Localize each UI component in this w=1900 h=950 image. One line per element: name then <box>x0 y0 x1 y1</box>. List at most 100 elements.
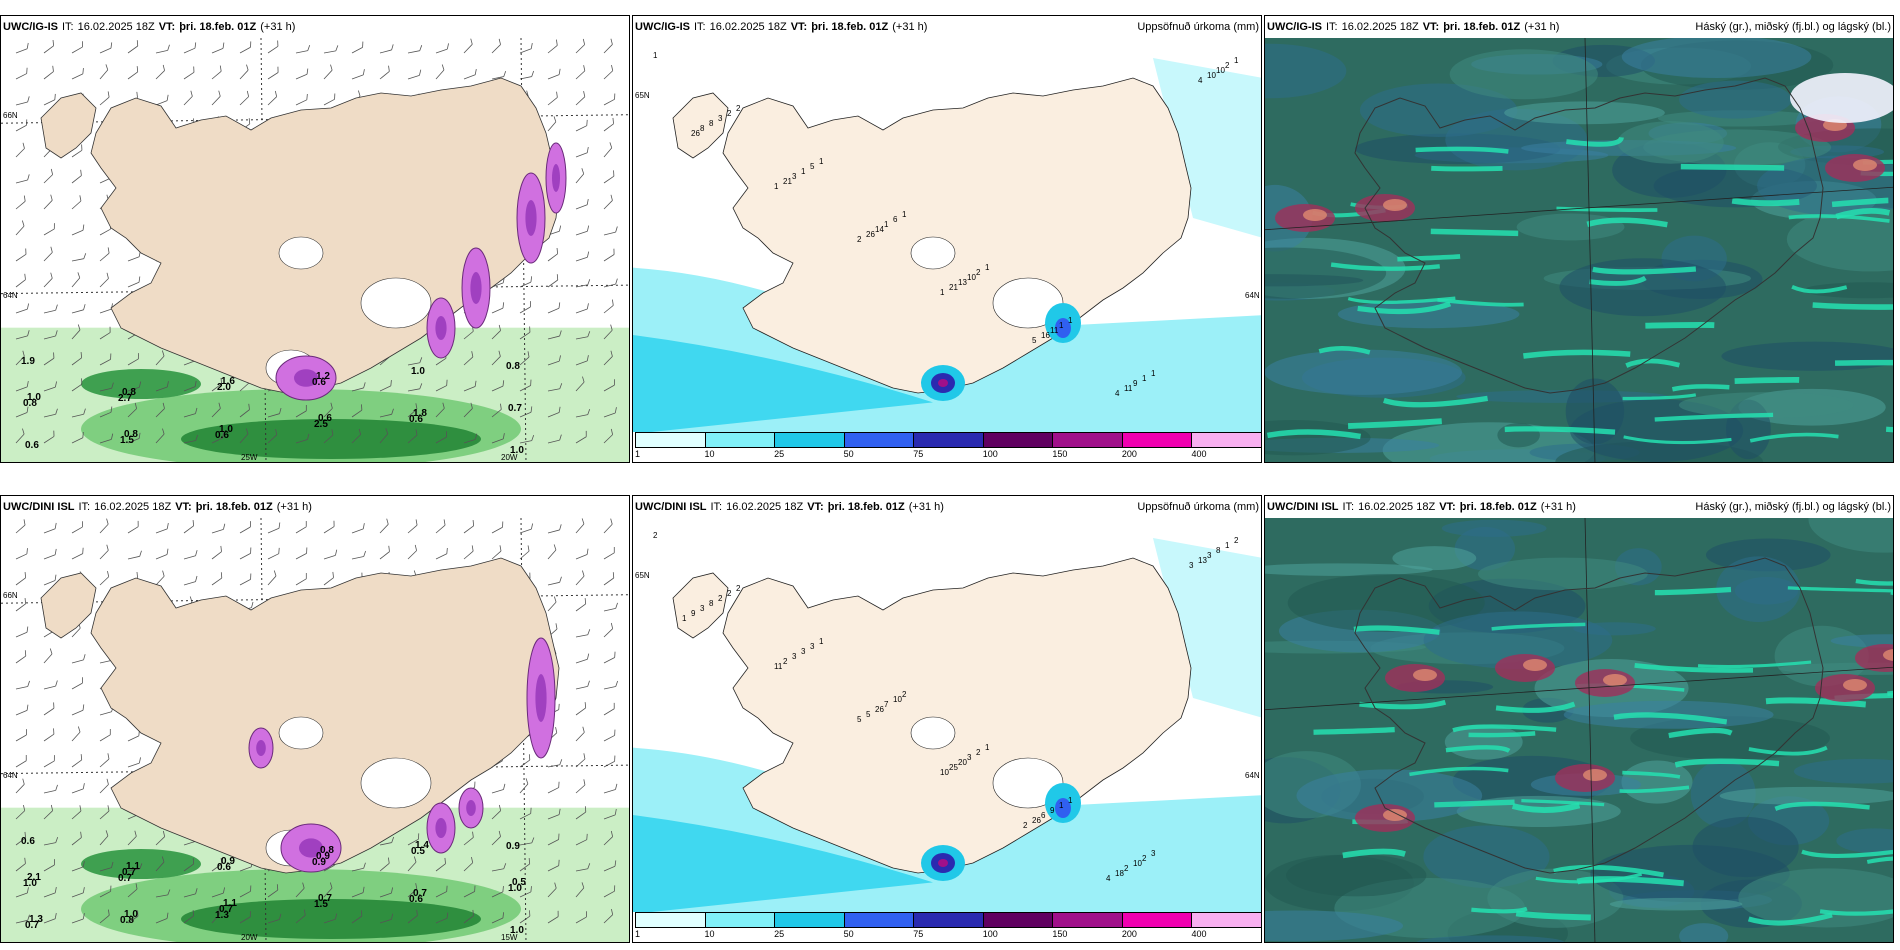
wind-maximum-core <box>535 674 547 722</box>
wind-barb <box>211 377 222 392</box>
wind-value-label: 2.5 <box>314 419 328 430</box>
precip-field-10-25 <box>633 335 933 434</box>
wind-barb <box>575 548 589 560</box>
wind-barb <box>211 887 225 898</box>
wind-barb <box>491 521 504 534</box>
wind-barb <box>575 753 586 768</box>
wind-barb <box>295 405 307 418</box>
wind-barb <box>407 909 418 924</box>
cloud-cell <box>1786 207 1893 272</box>
wind-barb <box>295 93 308 106</box>
wind-barb <box>267 547 280 560</box>
panel-product-title: Háský (gr.), miðský (fj.bl.) og lágský (… <box>1695 501 1891 513</box>
wind-barb <box>183 90 193 106</box>
wind-barb <box>407 519 418 534</box>
wind-barb <box>239 573 252 586</box>
precip-value-label: 10 <box>1216 66 1225 75</box>
wind-barb <box>127 381 142 392</box>
wind-barb <box>43 65 54 80</box>
panel-product-title: Uppsöfnuð úrkoma (mm) <box>1137 21 1259 33</box>
lead-time: (+31 h) <box>1540 501 1576 513</box>
wind-barb <box>183 66 195 80</box>
low-cloud-band <box>1437 297 1524 307</box>
wind-barb <box>519 858 531 872</box>
wind-barb <box>547 39 558 54</box>
wind-barb <box>435 379 448 392</box>
wind-barb <box>351 69 365 80</box>
wind-barb <box>519 837 535 846</box>
wind-barb <box>239 403 250 418</box>
wind-barb <box>463 885 476 898</box>
wind-barb <box>183 575 198 586</box>
wind-barb <box>463 545 474 560</box>
wind-barb <box>71 272 81 288</box>
wind-barb <box>491 350 501 366</box>
wind-barb <box>71 754 83 768</box>
wind-barb <box>15 548 28 560</box>
precip-value-label: 9 <box>1050 806 1055 815</box>
wind-barb <box>575 168 585 184</box>
precip-value-label: 6 <box>893 215 898 224</box>
wind-barb <box>407 383 423 392</box>
wind-barb <box>323 882 333 898</box>
wind-barb <box>211 908 221 924</box>
wind-barb <box>71 887 85 898</box>
wind-value-label: 2.0 <box>217 382 231 393</box>
wind-barb <box>15 67 28 80</box>
precip-value-label: 2 <box>1234 536 1239 545</box>
wind-barb <box>323 93 336 106</box>
precip-value-label: 8 <box>700 124 705 133</box>
map-canvas <box>1265 518 1893 942</box>
low-cloud-band <box>1654 586 1732 596</box>
precip-value-label: 14 <box>875 225 884 234</box>
colorbar-swatch <box>1191 432 1261 448</box>
colorbar-swatch <box>635 432 706 448</box>
colorbar-tick: 400 <box>1191 929 1207 939</box>
wind-barb <box>99 778 109 794</box>
wind-value-label: 1.0 <box>510 925 524 936</box>
low-cloud-band <box>1787 586 1893 593</box>
wind-barb <box>295 433 310 444</box>
wind-barb <box>99 544 109 560</box>
precip-value-label: 11 <box>1124 384 1133 393</box>
wind-barb <box>575 65 586 80</box>
wind-barb <box>603 142 613 158</box>
precip-value-label: 1 <box>1059 321 1064 330</box>
low-cloud-band <box>1855 578 1893 586</box>
init-time: 16.02.2025 18Z <box>1341 21 1419 33</box>
wind-barb <box>463 831 474 846</box>
wind-barb <box>435 912 449 924</box>
wind-barb <box>547 383 563 392</box>
wind-value-label: 0.7 <box>122 867 136 878</box>
wind-barb <box>575 38 586 54</box>
wind-barb <box>155 428 165 444</box>
cloud-cell <box>1808 518 1893 553</box>
colorbar-tick: 200 <box>1121 449 1137 459</box>
wind-barb <box>575 331 591 340</box>
precip-value-label: 8 <box>709 599 714 608</box>
cloud-cell <box>1265 349 1463 395</box>
wind-barb <box>547 68 561 80</box>
wind-barb <box>323 571 334 586</box>
precip-value-label: 3 <box>718 114 723 123</box>
wind-barb <box>603 729 616 742</box>
wind-barb <box>435 519 446 534</box>
wind-barb <box>603 885 616 898</box>
wind-barb <box>547 544 557 560</box>
precip-value-label: 5 <box>810 162 815 171</box>
precip-value-label: 16 <box>1041 331 1050 340</box>
low-cloud-band <box>1749 432 1839 443</box>
wind-barb <box>575 430 587 444</box>
cloud-cell <box>1504 101 1665 125</box>
cloud-cell <box>1265 563 1433 576</box>
wind-barb <box>15 680 30 690</box>
wind-barb <box>575 225 590 236</box>
wind-barb <box>43 836 59 846</box>
precip-value-label: 2 <box>1142 854 1147 863</box>
wind-barb <box>575 408 591 418</box>
wind-value-label: 0.6 <box>25 440 39 451</box>
low-cloud-band <box>1515 910 1591 921</box>
cloud-cell <box>1416 935 1565 942</box>
wind-value-label: 0.6 <box>318 413 332 424</box>
cloud-cell <box>1559 258 1726 317</box>
